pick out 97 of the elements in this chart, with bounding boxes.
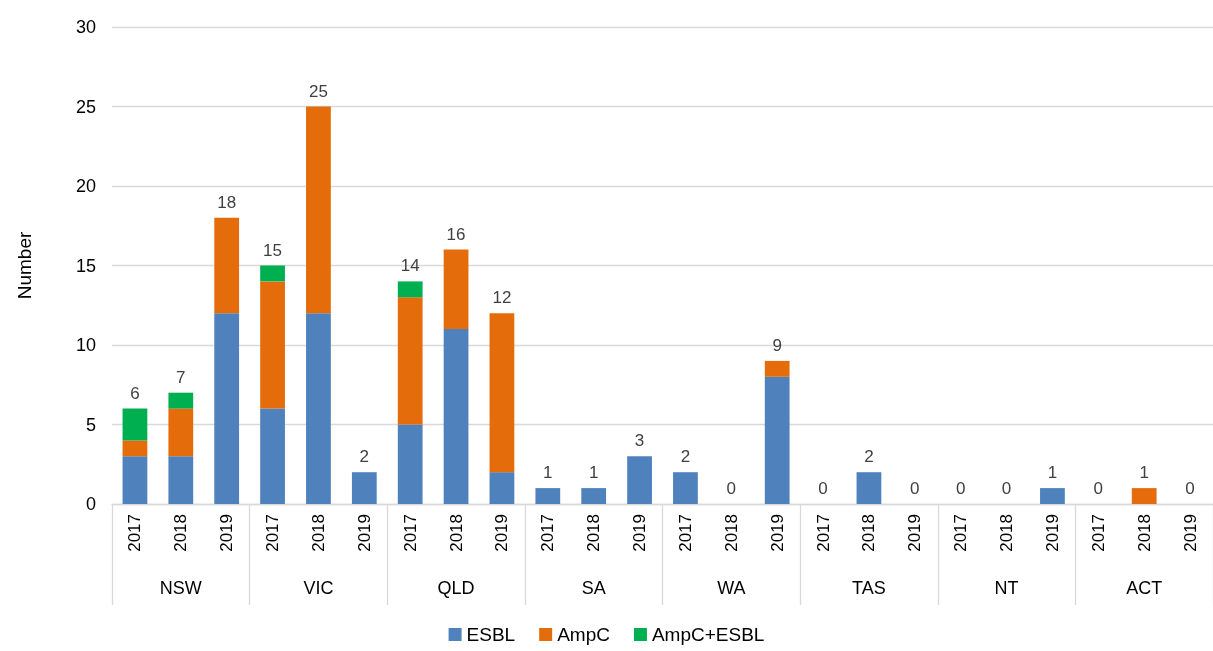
bar bbox=[764, 376, 790, 504]
total-label: 18 bbox=[217, 192, 237, 212]
total-label: 0 bbox=[910, 479, 920, 498]
y-axis-title: Number bbox=[14, 231, 35, 300]
text: ACT bbox=[1126, 578, 1163, 598]
x-tick-label: 2019 bbox=[354, 514, 374, 552]
total-label: 0 bbox=[1093, 479, 1104, 498]
total-label: 25 bbox=[308, 81, 328, 101]
total-label: 2 bbox=[359, 447, 370, 467]
x-tick-label: 2019 bbox=[630, 514, 650, 552]
bar bbox=[306, 106, 331, 314]
bar bbox=[673, 472, 698, 504]
total-label: 7 bbox=[176, 367, 186, 387]
x-tick-label: 2019 bbox=[905, 514, 925, 552]
x-tick-label: 2018 bbox=[446, 514, 466, 552]
bar bbox=[764, 360, 790, 377]
total-label: 0 bbox=[726, 479, 737, 498]
total-label: 1 bbox=[543, 463, 553, 483]
bar bbox=[168, 408, 194, 457]
x-tick-label: 2018 bbox=[308, 514, 328, 552]
bar bbox=[397, 281, 423, 298]
x-tick-label: 2018 bbox=[584, 514, 604, 552]
text: NT bbox=[994, 578, 1019, 598]
x-tick-label: 2018 bbox=[721, 514, 741, 552]
text: SA bbox=[581, 578, 606, 598]
y-tick-label: 25 bbox=[75, 96, 96, 117]
total-label: 0 bbox=[955, 479, 966, 498]
text: QLD bbox=[437, 578, 475, 598]
x-tick-label: 2017 bbox=[125, 514, 145, 552]
x-tick-label: 2017 bbox=[538, 514, 558, 552]
y-tick-label: 30 bbox=[75, 17, 96, 37]
y-tick-label: 10 bbox=[75, 335, 96, 355]
bar bbox=[443, 329, 469, 504]
bar bbox=[214, 217, 240, 314]
bar bbox=[581, 488, 607, 504]
total-label: 12 bbox=[492, 288, 512, 308]
total-label: 3 bbox=[634, 431, 645, 451]
y-tick-label: 15 bbox=[75, 255, 96, 276]
total-label: 9 bbox=[772, 335, 782, 355]
x-tick-label: 2017 bbox=[1088, 514, 1108, 552]
bar bbox=[535, 488, 561, 504]
total-label: 16 bbox=[446, 224, 466, 244]
total-label: 1 bbox=[588, 463, 599, 483]
bar bbox=[1131, 488, 1157, 504]
bar bbox=[443, 249, 469, 330]
y-tick-label: 5 bbox=[85, 414, 96, 435]
bar bbox=[168, 456, 194, 504]
legend-label: AmpC bbox=[557, 624, 610, 645]
bar bbox=[351, 472, 377, 504]
x-tick-label: 2017 bbox=[675, 514, 695, 552]
x-tick-label: 2018 bbox=[1134, 514, 1154, 552]
total-label: 14 bbox=[400, 256, 420, 276]
legend-label: AmpC+ESBL bbox=[651, 624, 765, 645]
x-tick-label: 2019 bbox=[767, 514, 787, 552]
total-label: 1 bbox=[1139, 463, 1149, 483]
x-tick-label: 2017 bbox=[400, 514, 420, 552]
bar bbox=[306, 313, 331, 504]
bar bbox=[214, 313, 240, 504]
x-tick-label: 2017 bbox=[951, 514, 971, 552]
x-tick-label: 2019 bbox=[1180, 514, 1200, 552]
x-tick-label: 2019 bbox=[217, 514, 237, 552]
bar bbox=[856, 472, 882, 504]
total-label: 2 bbox=[864, 447, 874, 467]
x-tick-label: 2019 bbox=[1042, 514, 1062, 552]
text: TAS bbox=[852, 578, 886, 598]
legend-label: ESBL bbox=[466, 624, 516, 645]
y-tick-label: 20 bbox=[75, 176, 96, 196]
x-tick-label: 2017 bbox=[813, 514, 833, 552]
total-label: 0 bbox=[818, 479, 828, 498]
bar bbox=[627, 456, 652, 504]
total-label: 6 bbox=[130, 383, 140, 403]
x-tick-label: 2018 bbox=[997, 514, 1017, 552]
total-label: 0 bbox=[1001, 479, 1012, 498]
y-tick-label: 0 bbox=[85, 494, 96, 514]
text: VIC bbox=[303, 578, 334, 598]
total-label: 1 bbox=[1047, 463, 1058, 483]
total-label: 2 bbox=[680, 447, 691, 467]
x-tick-label: 2019 bbox=[492, 514, 512, 552]
text: WA bbox=[717, 578, 746, 598]
bar bbox=[260, 408, 285, 504]
bar bbox=[122, 456, 148, 504]
bar bbox=[260, 265, 285, 282]
bar bbox=[1040, 488, 1065, 504]
bar bbox=[168, 392, 194, 409]
x-tick-label: 2018 bbox=[171, 514, 191, 552]
bar bbox=[397, 297, 423, 425]
text: NSW bbox=[159, 578, 202, 598]
bar bbox=[489, 472, 515, 504]
bar bbox=[260, 281, 285, 409]
bar bbox=[122, 408, 148, 441]
bar bbox=[122, 440, 148, 457]
x-tick-label: 2017 bbox=[263, 514, 283, 552]
total-label: 0 bbox=[1185, 479, 1195, 498]
total-label: 15 bbox=[263, 240, 283, 260]
bar bbox=[397, 424, 423, 504]
bar bbox=[489, 313, 515, 473]
x-tick-label: 2018 bbox=[859, 514, 879, 552]
